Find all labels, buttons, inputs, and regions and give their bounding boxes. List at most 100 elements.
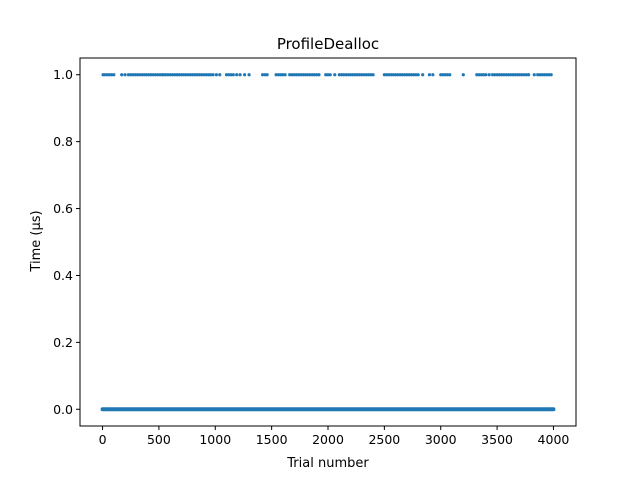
data-point bbox=[188, 73, 193, 77]
x-tick-label: 1500 bbox=[256, 432, 288, 447]
data-point bbox=[407, 73, 411, 77]
data-point bbox=[138, 73, 142, 77]
data-point bbox=[120, 73, 124, 77]
data-point bbox=[382, 73, 386, 77]
data-point bbox=[186, 73, 190, 77]
y-tick-label: 0.4 bbox=[53, 268, 73, 283]
data-point bbox=[398, 73, 402, 77]
data-point bbox=[153, 73, 158, 77]
data-point bbox=[542, 73, 547, 77]
axes-frame bbox=[79, 57, 577, 427]
data-point bbox=[173, 73, 177, 77]
data-point bbox=[502, 73, 506, 77]
data-point bbox=[504, 73, 508, 77]
data-point bbox=[144, 73, 149, 77]
x-tick-label: 500 bbox=[147, 432, 171, 447]
data-point bbox=[448, 73, 452, 77]
data-point bbox=[288, 73, 292, 77]
plot-area bbox=[100, 73, 556, 412]
data-point bbox=[540, 73, 544, 77]
data-point bbox=[200, 73, 204, 77]
data-point bbox=[391, 73, 395, 77]
data-point bbox=[265, 73, 269, 77]
data-point bbox=[317, 73, 321, 77]
data-point bbox=[536, 73, 540, 77]
data-point bbox=[518, 73, 522, 77]
data-point bbox=[479, 73, 483, 77]
data-point bbox=[412, 73, 416, 77]
data-point bbox=[538, 73, 542, 77]
data-point bbox=[131, 73, 135, 77]
data-point bbox=[506, 73, 510, 77]
y-tick-label: 0.2 bbox=[53, 335, 73, 350]
data-point bbox=[151, 73, 155, 77]
data-point bbox=[369, 73, 373, 77]
y-tick-label: 0.0 bbox=[53, 402, 73, 417]
data-point bbox=[439, 73, 443, 77]
y-tick-label: 0.6 bbox=[53, 201, 73, 216]
data-point bbox=[520, 73, 524, 77]
y-axis-ticks: 0.0 0.2 0.4 0.6 0.8 1.0 bbox=[53, 67, 80, 417]
data-point bbox=[312, 73, 317, 77]
data-point bbox=[396, 73, 400, 77]
data-point bbox=[547, 73, 551, 77]
data-point bbox=[522, 73, 526, 77]
data-point bbox=[164, 73, 168, 77]
data-point bbox=[461, 73, 465, 77]
data-point bbox=[142, 73, 146, 77]
data-point bbox=[362, 73, 366, 77]
data-point bbox=[107, 73, 111, 77]
data-point bbox=[135, 73, 140, 77]
data-point bbox=[549, 73, 553, 77]
data-point bbox=[475, 73, 479, 77]
data-point bbox=[156, 73, 160, 77]
data-point bbox=[500, 73, 504, 77]
data-point bbox=[281, 73, 285, 77]
data-point bbox=[346, 73, 350, 77]
data-point bbox=[218, 73, 222, 77]
data-point bbox=[545, 73, 549, 77]
data-point bbox=[158, 73, 162, 77]
y-tick-label: 1.0 bbox=[53, 67, 73, 82]
data-point bbox=[297, 73, 301, 77]
data-point bbox=[387, 73, 391, 77]
data-point bbox=[513, 73, 517, 77]
data-point bbox=[328, 73, 332, 77]
data-point bbox=[168, 73, 172, 77]
x-tick-label: 0 bbox=[99, 432, 107, 447]
data-point bbox=[179, 73, 184, 77]
data-point bbox=[123, 73, 127, 77]
data-point bbox=[339, 73, 344, 77]
data-point bbox=[294, 73, 299, 77]
data-point bbox=[493, 73, 497, 77]
data-point bbox=[487, 73, 491, 77]
data-point bbox=[279, 73, 283, 77]
data-point bbox=[481, 73, 486, 77]
data-point bbox=[147, 73, 151, 77]
x-tick-label: 3500 bbox=[481, 432, 513, 447]
data-point bbox=[238, 73, 242, 77]
data-point bbox=[416, 73, 420, 77]
data-point bbox=[394, 73, 398, 77]
data-point bbox=[385, 73, 389, 77]
data-point bbox=[337, 73, 341, 77]
data-point bbox=[310, 73, 314, 77]
data-point bbox=[324, 73, 328, 77]
data-point bbox=[509, 73, 513, 77]
data-point bbox=[170, 73, 175, 77]
data-point bbox=[112, 73, 116, 77]
data-point bbox=[209, 73, 213, 77]
data-point bbox=[495, 73, 499, 77]
data-point bbox=[477, 73, 481, 77]
data-point bbox=[389, 73, 393, 77]
data-point bbox=[202, 73, 206, 77]
data-point bbox=[197, 73, 202, 77]
data-point bbox=[490, 73, 495, 77]
data-point bbox=[342, 73, 346, 77]
data-point bbox=[445, 73, 450, 77]
data-point bbox=[247, 73, 251, 77]
data-point bbox=[403, 73, 407, 77]
data-point bbox=[308, 73, 312, 77]
x-tick-label: 3000 bbox=[425, 432, 457, 447]
